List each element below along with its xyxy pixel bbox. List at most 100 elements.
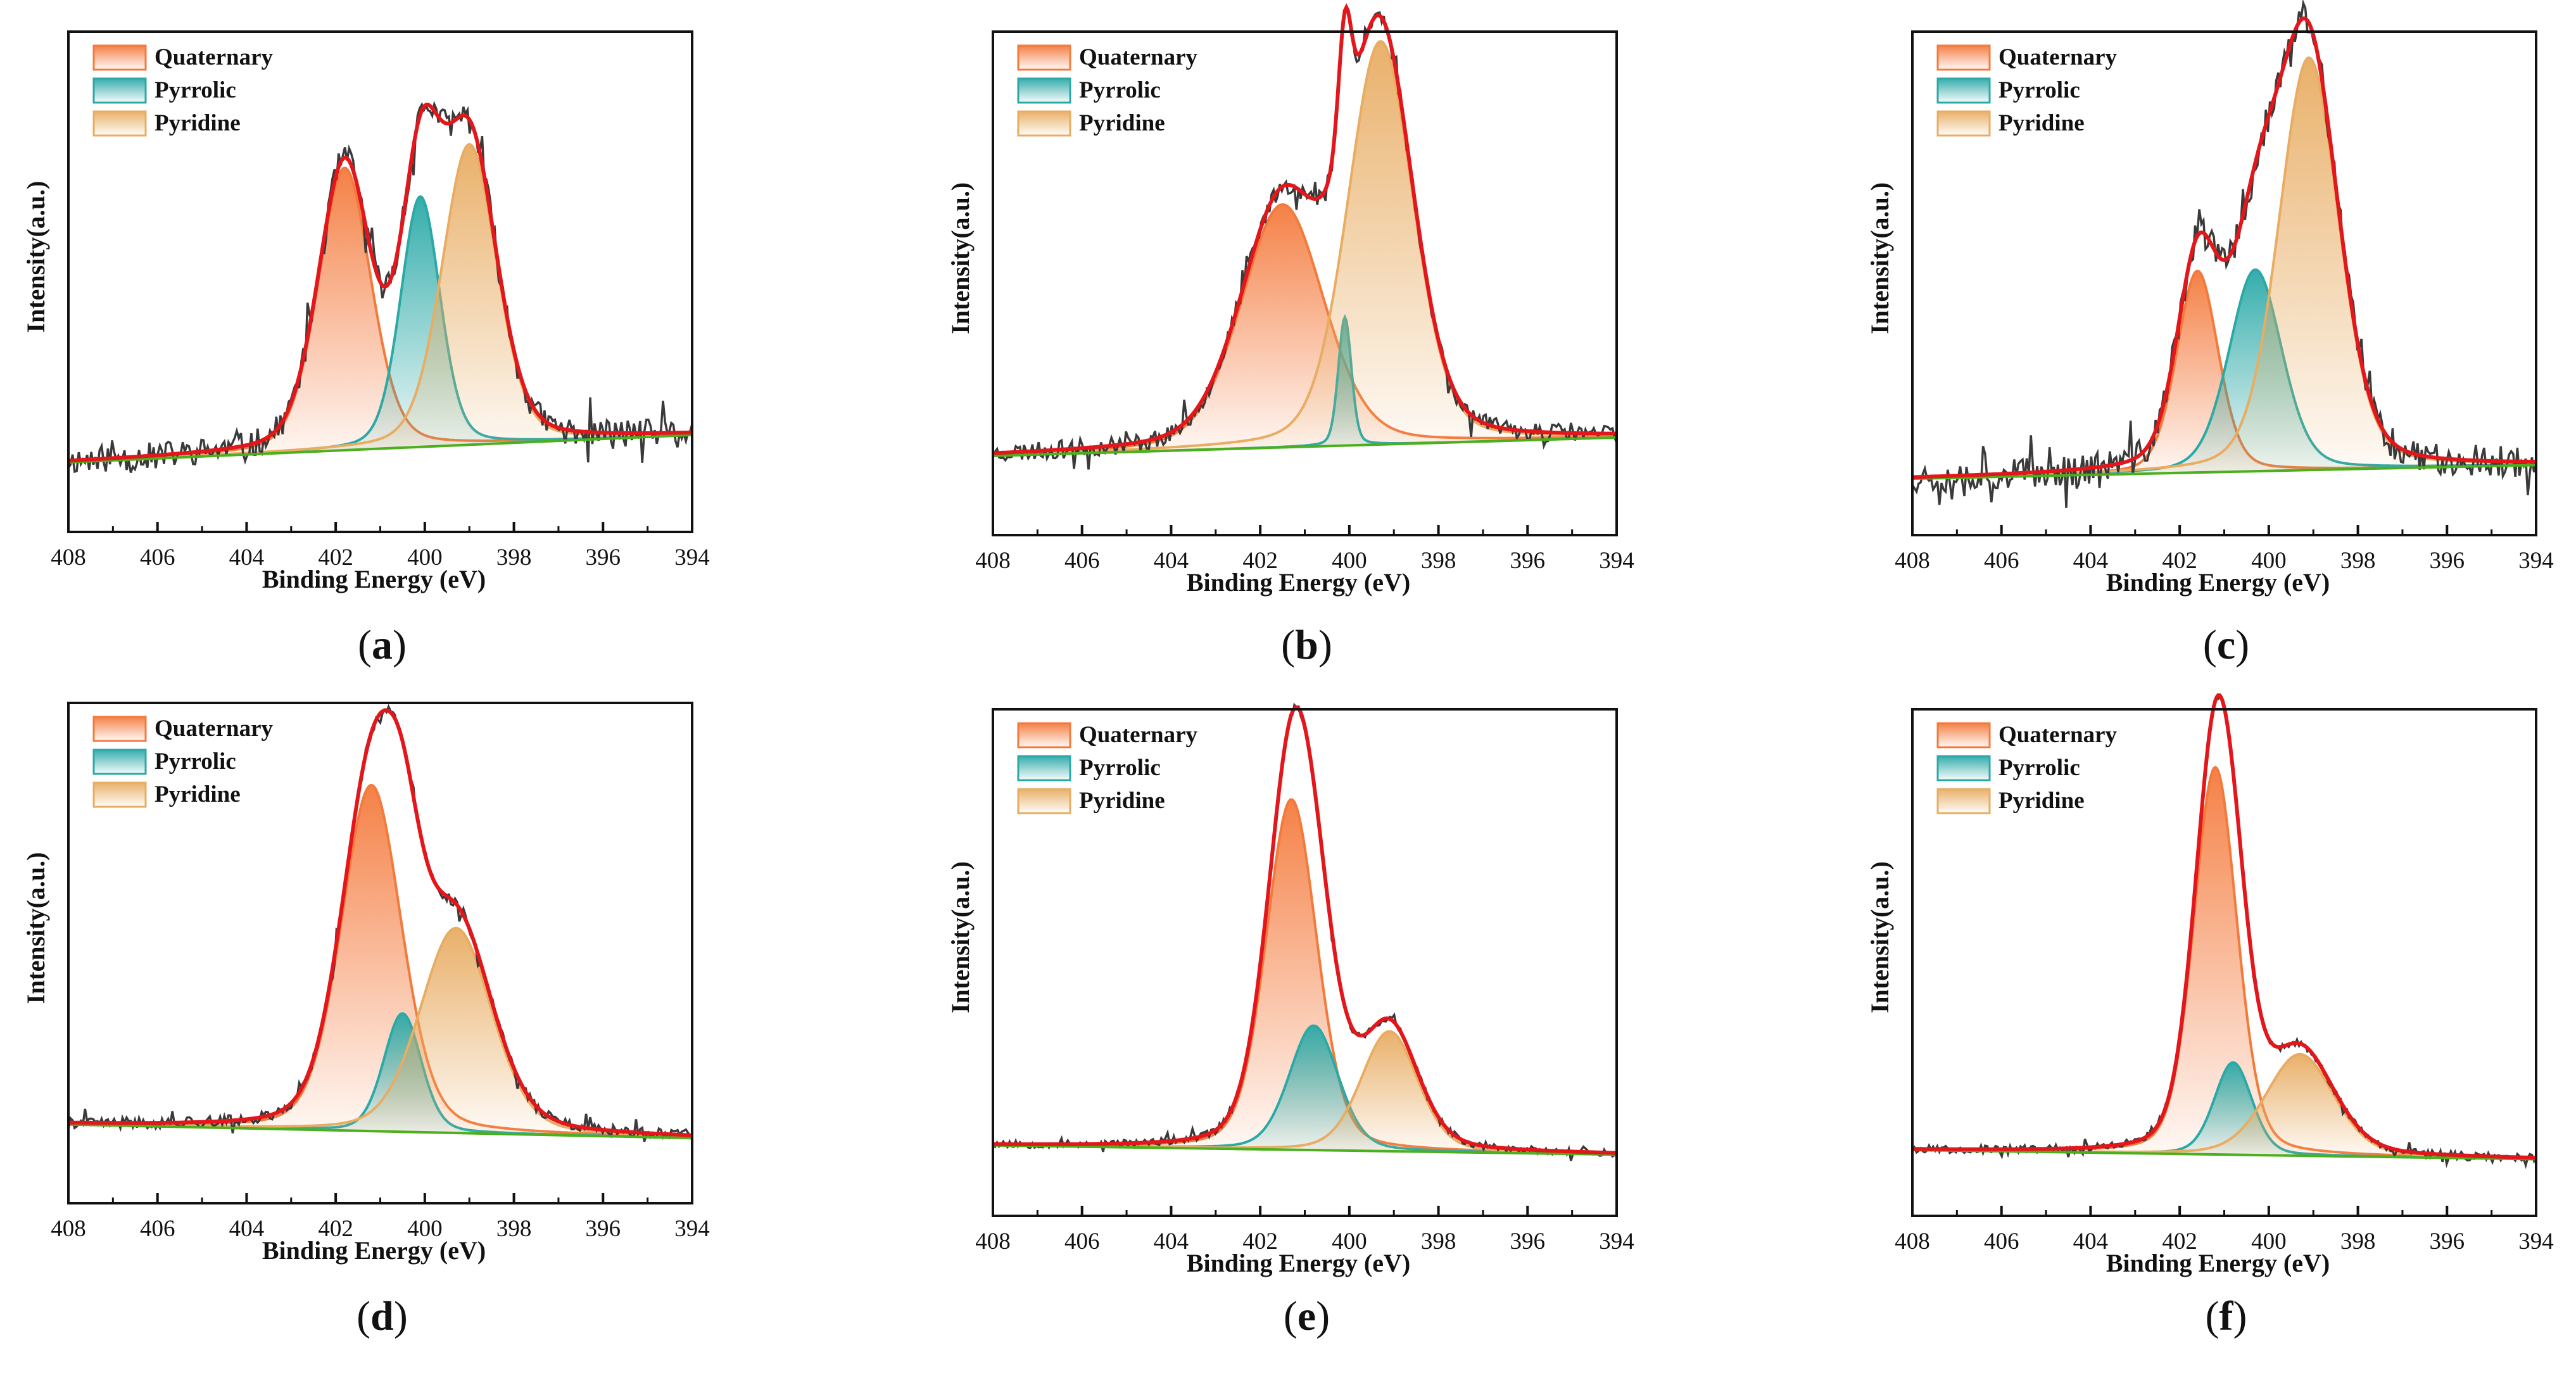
x-tick-label: 398 <box>496 545 532 571</box>
x-tick-label: 398 <box>1421 1229 1456 1255</box>
peak-fill-quaternary <box>993 205 1617 456</box>
x-tick-label: 406 <box>1984 1229 2019 1255</box>
x-tick-label: 398 <box>2340 548 2376 574</box>
legend-swatch-pyrrolic <box>1936 77 1991 104</box>
x-tick-label: 394 <box>1599 1229 1634 1255</box>
x-tick-label: 400 <box>407 545 443 571</box>
background-line <box>68 433 693 464</box>
legend-label-pyrrolic: Pyrrolic <box>1998 755 2080 781</box>
chart-panel-f: 408 406 404 402 400 398 396 394 Binding Energy (… <box>1866 693 2554 1339</box>
legend-swatch-quaternary <box>1017 44 1071 71</box>
peak-fill-pyrrolic <box>1912 1062 2536 1160</box>
panel-caption: (c) <box>2203 622 2249 668</box>
legend-swatch-pyrrolic <box>1017 77 1071 104</box>
background-line <box>68 1123 693 1140</box>
legend-label-quaternary: Quaternary <box>155 44 274 70</box>
legend-label-quaternary: Quaternary <box>155 716 274 742</box>
legend-swatch-pyridine <box>1936 110 1991 137</box>
legend-swatch-pyridine <box>1017 788 1071 814</box>
panel-caption: (d) <box>357 1293 408 1339</box>
chart-panel-d: 408 406 404 402 400 398 396 394 Binding Energy (… <box>22 702 710 1339</box>
envelope-fit-line <box>68 103 693 463</box>
legend-label-pyrrolic: Pyrrolic <box>1998 77 2080 103</box>
x-tick-label: 408 <box>975 1229 1011 1255</box>
chart-panel-c: 408 406 404 402 400 398 396 394 Binding Energy (… <box>1866 0 2554 668</box>
legend-swatch-pyridine <box>1936 788 1991 814</box>
x-axis-label: Binding Energy (eV) <box>262 565 486 593</box>
legend-swatch-pyridine <box>1017 110 1071 137</box>
x-tick-label: 398 <box>2340 1229 2376 1255</box>
background-line <box>1912 1148 2537 1161</box>
legend-label-pyridine: Pyridine <box>155 781 241 807</box>
legend-swatch-pyrrolic <box>92 77 147 104</box>
legend-label-pyridine: Pyridine <box>1079 788 1165 814</box>
x-tick-label: 396 <box>1510 1229 1546 1255</box>
x-tick-label: 396 <box>2430 548 2465 574</box>
x-tick-label: 402 <box>2162 548 2197 574</box>
x-tick-label: 404 <box>2073 548 2109 574</box>
x-tick-label: 398 <box>496 1216 532 1242</box>
x-tick-label: 400 <box>1332 1229 1367 1255</box>
panel-caption: (b) <box>1281 622 1332 668</box>
y-axis-label: Intensity(a.u.) <box>1866 182 1894 334</box>
x-tick-label: 400 <box>407 1216 443 1242</box>
y-axis-label: Intensity(a.u.) <box>1866 861 1894 1013</box>
x-tick-label: 408 <box>51 545 86 571</box>
background-line <box>1912 464 2537 481</box>
x-tick-label: 394 <box>674 1216 710 1242</box>
x-tick-label: 404 <box>229 545 265 571</box>
x-axis-label: Binding Energy (eV) <box>1187 1249 1410 1277</box>
legend-label-quaternary: Quaternary <box>1998 722 2118 748</box>
legend-label-pyridine: Pyridine <box>1079 110 1165 136</box>
x-tick-label: 404 <box>2073 1229 2109 1255</box>
peak-fill-quaternary <box>993 799 1617 1155</box>
x-tick-label: 402 <box>1242 548 1278 574</box>
x-tick-label: 406 <box>140 1216 175 1242</box>
x-tick-label: 406 <box>1984 548 2019 574</box>
y-axis-label: Intensity(a.u.) <box>946 861 975 1013</box>
x-tick-label: 394 <box>2518 1229 2554 1255</box>
y-axis-label: Intensity(a.u.) <box>22 852 50 1004</box>
legend-swatch-quaternary <box>1936 44 1991 71</box>
panel-caption: (e) <box>1284 1293 1330 1339</box>
x-axis-label: Binding Energy (eV) <box>262 1236 486 1265</box>
legend-swatch-quaternary <box>1936 722 1991 749</box>
legend-swatch-pyrrolic <box>92 749 147 775</box>
chart-panel-e: 408 406 404 402 400 398 396 394 Binding Energy (… <box>946 702 1634 1339</box>
x-tick-label: 406 <box>1064 548 1100 574</box>
x-tick-label: 396 <box>2430 1229 2465 1255</box>
legend-label-quaternary: Quaternary <box>1079 44 1198 70</box>
x-tick-label: 396 <box>1510 548 1546 574</box>
x-tick-label: 398 <box>1421 548 1456 574</box>
x-axis-label: Binding Energy (eV) <box>2106 568 2330 597</box>
x-tick-label: 404 <box>229 1216 265 1242</box>
background-line <box>992 436 1617 457</box>
x-tick-label: 408 <box>1895 1229 1930 1255</box>
legend-label-pyrrolic: Pyrrolic <box>1079 755 1161 781</box>
legend-swatch-quaternary <box>1017 722 1071 749</box>
x-axis-label: Binding Energy (eV) <box>2106 1249 2330 1277</box>
chart-panel-b: 408 406 404 402 400 398 396 394 Binding Energy (… <box>946 3 1634 668</box>
x-tick-label: 400 <box>1332 548 1367 574</box>
envelope-fit-line <box>1912 693 2537 1160</box>
x-axis-label: Binding Energy (eV) <box>1187 568 1410 597</box>
y-axis-label: Intensity(a.u.) <box>946 182 975 334</box>
peak-fill-quaternary <box>68 785 692 1139</box>
legend-swatch-pyrrolic <box>1936 755 1991 781</box>
x-tick-label: 404 <box>1154 548 1189 574</box>
x-tick-label: 408 <box>51 1216 86 1242</box>
x-tick-label: 402 <box>318 1216 353 1242</box>
peak-fill-quaternary <box>68 168 692 462</box>
legend-swatch-pyrrolic <box>1017 755 1071 781</box>
x-tick-label: 396 <box>586 1216 621 1242</box>
legend-swatch-pyridine <box>92 781 147 808</box>
x-tick-label: 402 <box>1242 1229 1278 1255</box>
legend-label-quaternary: Quaternary <box>1998 44 2118 70</box>
x-tick-label: 402 <box>2162 1229 2197 1255</box>
background-line <box>992 1144 1617 1156</box>
x-tick-label: 408 <box>975 548 1011 574</box>
envelope-fit-line <box>68 708 693 1137</box>
y-axis-label: Intensity(a.u.) <box>22 180 50 332</box>
x-tick-label: 394 <box>2518 548 2554 574</box>
x-tick-label: 400 <box>2251 548 2287 574</box>
